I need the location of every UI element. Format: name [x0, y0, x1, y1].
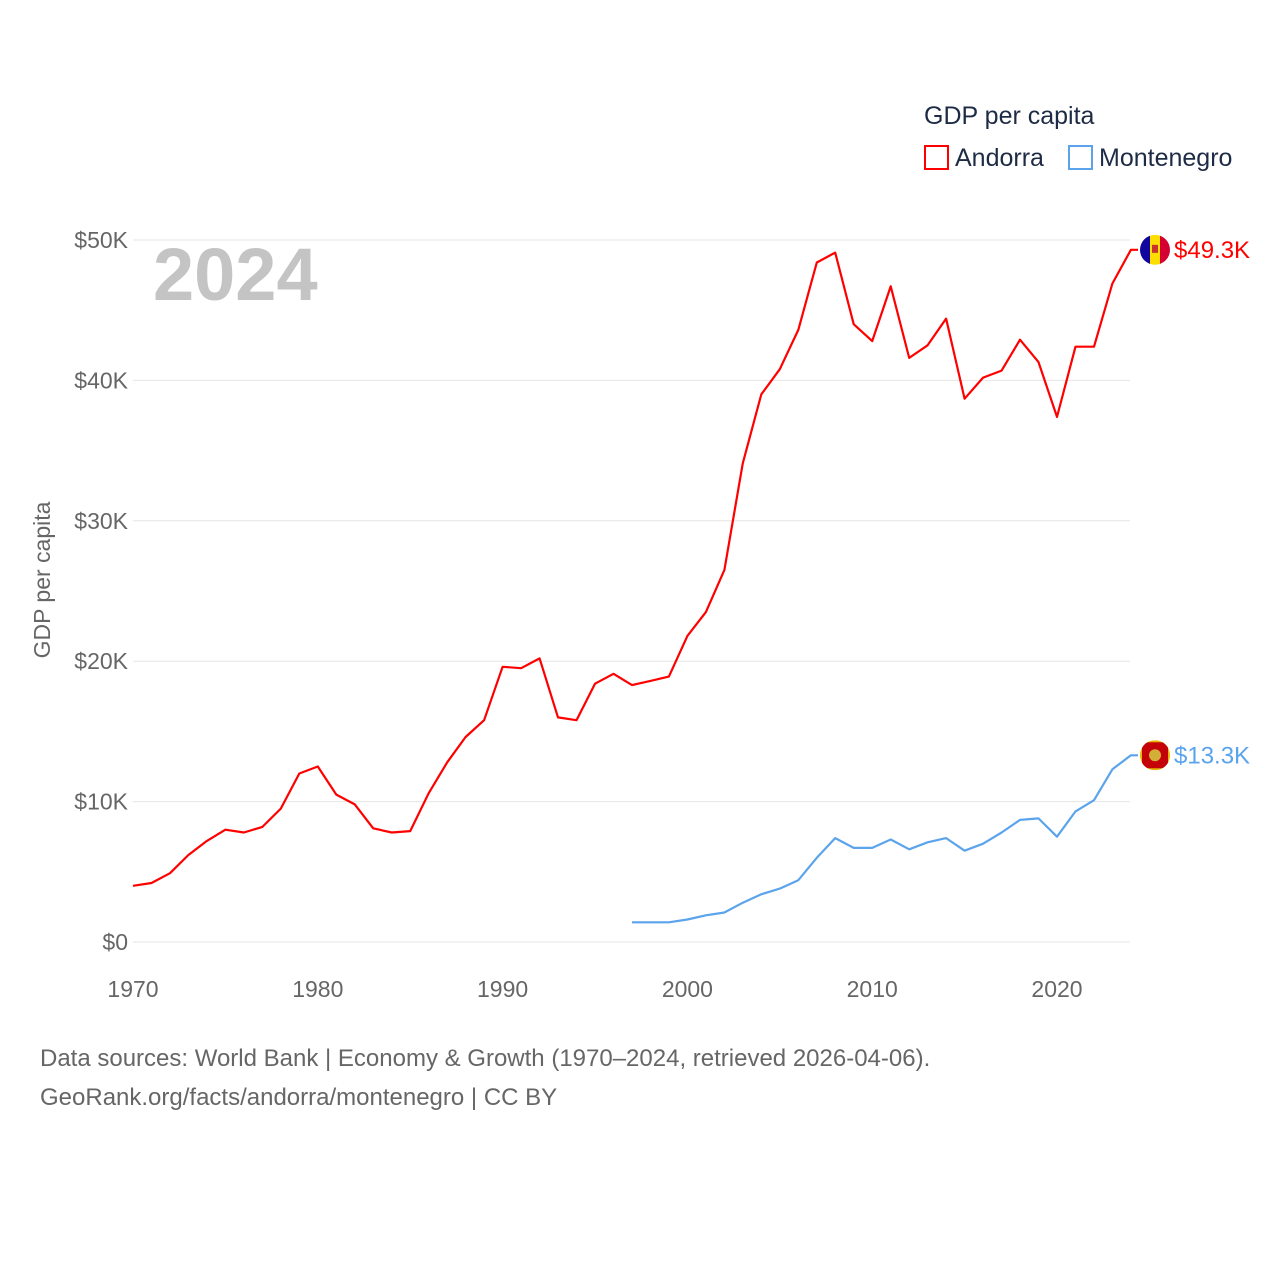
y-tick-label: $30K [74, 508, 128, 534]
line-montenegro[interactable] [632, 754, 1138, 924]
y-tick-label: $20K [74, 648, 128, 674]
legend-swatch-montenegro[interactable] [1068, 145, 1093, 170]
x-tick-label: 2020 [1031, 976, 1082, 1002]
x-tick-label: 2000 [662, 976, 713, 1002]
year-watermark: 2024 [153, 233, 318, 316]
y-tick-label: $10K [74, 789, 128, 815]
legend-label-andorra[interactable]: Andorra [955, 144, 1044, 172]
end-label-montenegro: $13.3K [1174, 742, 1250, 769]
flag-montenegro-icon [1140, 740, 1170, 771]
y-tick-label: $50K [74, 227, 128, 253]
footer-url: GeoRank.org/facts/andorra/montenegro | C… [40, 1084, 558, 1111]
end-label-andorra: $49.3K [1174, 237, 1250, 264]
legend-title: GDP per capita [924, 102, 1095, 130]
x-tick-label: 1990 [477, 976, 528, 1002]
x-tick-label: 1980 [292, 976, 343, 1002]
y-tick-label: $0 [102, 929, 128, 955]
legend-swatch-andorra[interactable] [924, 145, 949, 170]
line-andorra[interactable] [132, 248, 1138, 887]
footer-source: Data sources: World Bank | Economy & Gro… [40, 1045, 931, 1072]
flag-andorra-icon [1140, 234, 1170, 265]
x-tick-label: 2010 [847, 976, 898, 1002]
y-axis-label: GDP per capita [29, 501, 55, 658]
legend-label-montenegro[interactable]: Montenegro [1099, 144, 1232, 172]
y-tick-label: $40K [74, 367, 128, 393]
legend: GDP per capita Andorra Montenegro [924, 102, 1232, 172]
x-tick-label: 1970 [107, 976, 158, 1002]
